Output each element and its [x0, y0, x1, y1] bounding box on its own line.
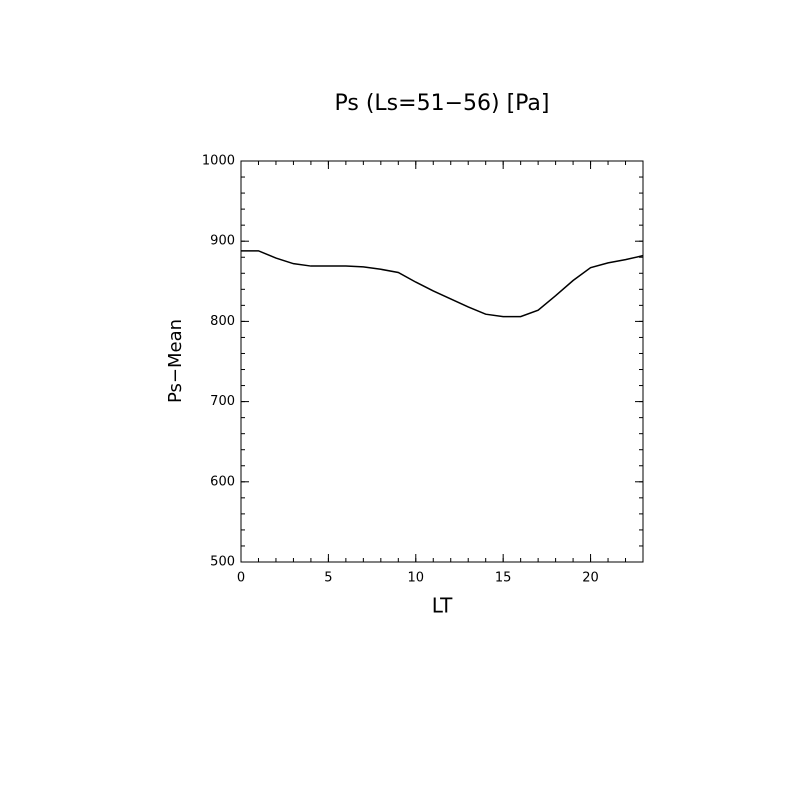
y-tick-label: 900	[210, 234, 235, 249]
x-tick-label: 0	[237, 571, 245, 586]
y-tick-label: 800	[210, 314, 235, 329]
y-tick-label: 500	[210, 555, 235, 570]
x-tick-label: 5	[324, 571, 332, 586]
plot-frame	[240, 160, 644, 563]
x-axis-label: LT	[432, 594, 453, 618]
y-axis-label: Ps−Mean	[165, 319, 186, 403]
y-tick-label: 700	[210, 394, 235, 409]
x-tick-label: 20	[582, 571, 599, 586]
data-line	[241, 250, 644, 318]
x-tick-label: 15	[495, 571, 512, 586]
y-tick-label: 600	[210, 474, 235, 489]
chart-title: Ps (Ls=51−56) [Pa]	[335, 91, 550, 116]
y-tick-label: 1000	[202, 154, 235, 169]
x-tick-label: 10	[408, 571, 425, 586]
